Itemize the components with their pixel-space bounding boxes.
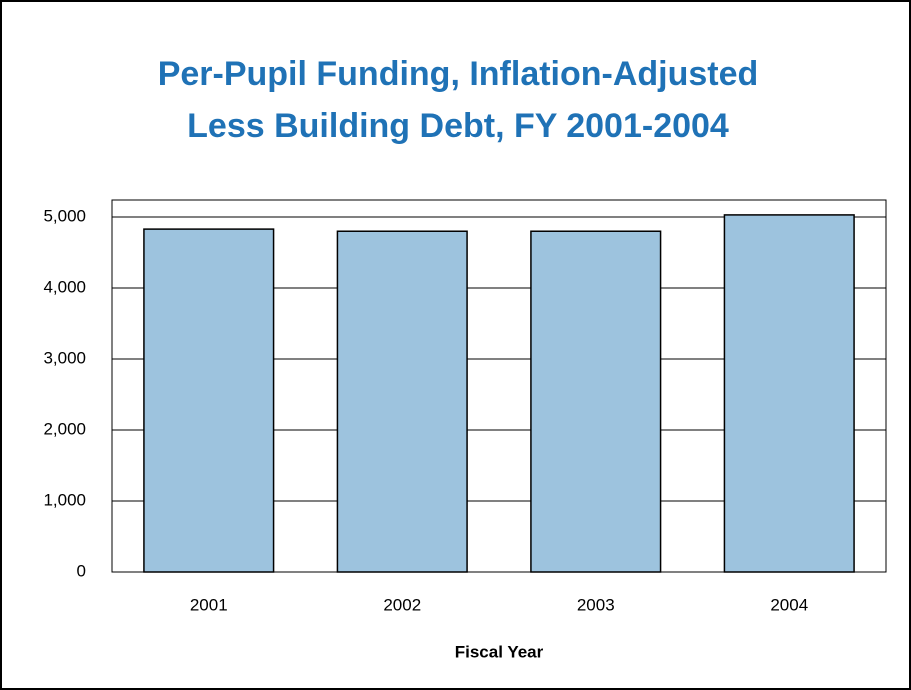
bar — [530, 230, 662, 573]
y-tick-label: 1,000 — [43, 490, 86, 509]
bar — [723, 214, 855, 573]
y-tick-label: 0 — [77, 561, 86, 580]
bar — [143, 228, 275, 573]
x-axis-label: Fiscal Year — [455, 642, 544, 661]
bar — [336, 230, 468, 573]
x-tick-label: 2001 — [190, 595, 228, 614]
x-tick-label: 2002 — [383, 595, 421, 614]
x-tick-label: 2004 — [770, 595, 808, 614]
y-tick-label: 5,000 — [43, 207, 86, 226]
chart-title: Per-Pupil Funding, Inflation-Adjusted — [158, 55, 759, 93]
y-tick-label: 4,000 — [43, 278, 86, 297]
y-tick-label: 2,000 — [43, 419, 86, 438]
x-tick-label: 2003 — [577, 595, 615, 614]
chart-title: Less Building Debt, FY 2001-2004 — [187, 107, 729, 145]
y-tick-label: 3,000 — [43, 349, 86, 368]
